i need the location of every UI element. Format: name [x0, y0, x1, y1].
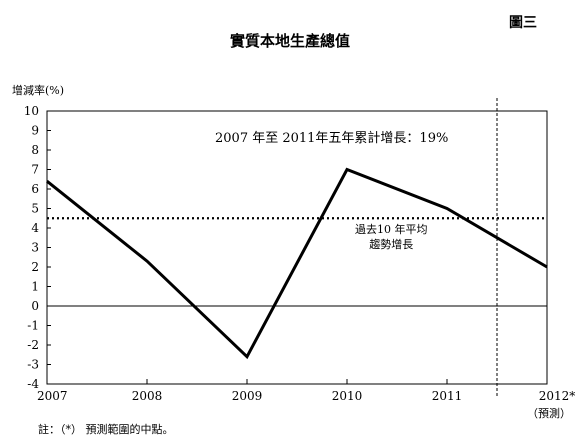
y-tick-label: 10 — [24, 104, 39, 118]
y-tick-label: -2 — [27, 338, 39, 352]
cumulative-growth-annotation: 2007 年至 2011年五年累計增長：19% — [215, 131, 449, 146]
trend-line-annotation: 過去10 年平均 趨勢增長 — [355, 222, 428, 252]
x-tick-label: 2008 — [132, 389, 163, 403]
y-axis-label: 增減率(%) — [12, 84, 65, 97]
y-tick-label: 0 — [31, 299, 39, 313]
y-tick-label: 3 — [31, 241, 39, 255]
y-tick-label: 2 — [31, 260, 39, 274]
y-tick-label: 8 — [31, 143, 39, 157]
x-tick-label: 2012* — [539, 389, 576, 403]
trend-label-line-1: 過去10 年平均 — [355, 223, 428, 236]
x-forecast-note: （預測） — [527, 407, 571, 420]
y-tick-label: -4 — [27, 377, 39, 391]
y-tick-label: 4 — [31, 221, 39, 235]
y-tick-label: -1 — [27, 319, 39, 333]
x-tick-label: 2010 — [332, 389, 363, 403]
x-tick-label: 2009 — [232, 389, 263, 403]
y-tick-label: 9 — [31, 124, 39, 138]
figure-label: 圖三 — [509, 15, 537, 31]
trend-label-line-2: 趨勢增長 — [369, 238, 414, 251]
y-tick-label: 6 — [31, 182, 39, 196]
y-tick-label: 5 — [31, 202, 39, 216]
y-tick-label: 7 — [31, 163, 39, 177]
chart-title: 實質本地生產總值 — [229, 32, 350, 50]
gdp-growth-line — [46, 167, 548, 360]
x-tick-label: 2007 — [37, 389, 68, 403]
y-tick-label: -3 — [27, 358, 39, 372]
footnote: 註：（*） 預測範圍的中點。 — [38, 423, 174, 436]
plot-frame — [46, 110, 548, 385]
y-tick-label: 1 — [31, 280, 39, 294]
x-tick-label: 2011 — [432, 389, 463, 403]
